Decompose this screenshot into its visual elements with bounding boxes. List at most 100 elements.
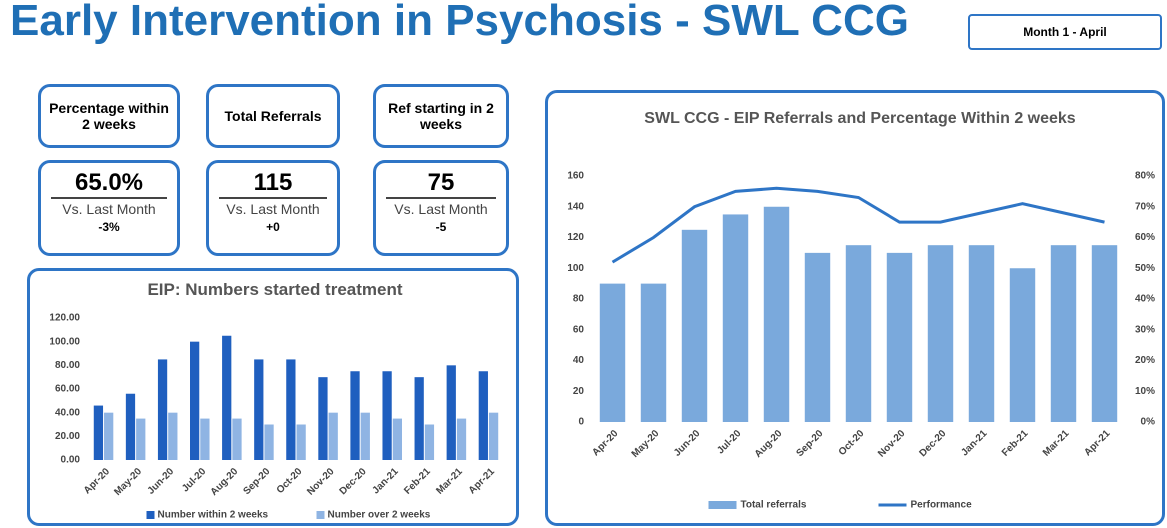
x-tick-label: Mar-21	[1041, 428, 1072, 459]
kpi-delta: -3%	[98, 220, 120, 234]
bar	[1050, 245, 1077, 422]
bar	[456, 418, 467, 460]
y-tick-label: 20%	[1135, 355, 1155, 366]
y-tick-label: 60%	[1135, 232, 1155, 243]
y-tick-label: 80%	[1135, 171, 1155, 182]
kpi-card: 115 Vs. Last Month +0	[206, 160, 340, 256]
y-tick-label: 0.00	[61, 455, 81, 466]
y-tick-label: 50%	[1135, 263, 1155, 274]
kpi-label: Percentage within 2 weeks	[38, 84, 180, 148]
x-tick-label: Apr-20	[82, 466, 112, 496]
kpi-value: 65.0%	[51, 169, 167, 199]
bar	[360, 412, 370, 460]
bar	[763, 206, 790, 422]
bar	[478, 371, 488, 460]
bar	[125, 393, 136, 460]
x-tick-label: Aug-20	[753, 428, 785, 460]
chart-panel	[27, 268, 519, 526]
bar	[254, 359, 264, 460]
period-selector[interactable]: Month 1 - April	[968, 14, 1162, 50]
y-tick-label: 80.00	[55, 360, 80, 371]
legend-label: Number over 2 weeks	[328, 510, 431, 521]
x-tick-label: Feb-21	[402, 466, 433, 497]
y-tick-label: 60.00	[55, 384, 80, 395]
kpi-compare: Vs. Last Month	[226, 201, 320, 217]
bar	[722, 214, 749, 422]
x-tick-label: Mar-21	[434, 466, 465, 497]
kpi-compare: Vs. Last Month	[394, 201, 488, 217]
chart-title: EIP: Numbers started treatment	[147, 280, 403, 299]
y-tick-label: 10%	[1135, 386, 1155, 397]
bar	[328, 412, 338, 460]
bar	[968, 245, 995, 422]
x-tick-label: Jan-21	[959, 428, 989, 458]
x-tick-label: Jul-20	[180, 466, 209, 495]
x-tick-label: Nov-20	[305, 466, 337, 498]
x-tick-label: May-20	[630, 428, 662, 460]
bar	[168, 412, 178, 460]
kpi-value: 75	[386, 169, 496, 199]
bar	[264, 424, 274, 460]
bar	[804, 252, 831, 422]
x-tick-label: Dec-20	[338, 466, 369, 497]
x-tick-label: May-20	[112, 466, 144, 498]
line	[611, 186, 1105, 264]
y-tick-label: 160	[567, 171, 584, 182]
bar	[382, 371, 392, 460]
bar	[414, 377, 424, 460]
bar	[286, 359, 296, 460]
x-tick-label: Apr-21	[467, 466, 497, 496]
kpi-value: 115	[219, 169, 327, 199]
bar	[599, 283, 626, 422]
bar	[104, 412, 114, 460]
bar	[424, 424, 435, 460]
x-tick-label: Jan-21	[371, 466, 401, 496]
bar	[640, 283, 667, 422]
bar	[488, 412, 499, 460]
x-tick-label: Sep-20	[795, 428, 826, 459]
legend-swatch	[146, 511, 155, 519]
x-tick-label: Aug-20	[209, 466, 241, 498]
legend-label: Total referrals	[741, 500, 807, 511]
x-tick-label: Oct-20	[837, 428, 867, 458]
page-title: Early Intervention in Psychosis - SWL CC…	[10, 0, 909, 45]
bar	[200, 418, 210, 460]
y-tick-label: 120.00	[49, 313, 80, 324]
bar	[157, 359, 168, 460]
x-tick-label: Nov-20	[876, 428, 908, 460]
bar	[681, 229, 708, 422]
x-tick-label: Sep-20	[241, 466, 272, 497]
x-tick-label: Feb-21	[1000, 428, 1031, 459]
bar	[190, 341, 200, 460]
y-tick-label: 20.00	[55, 431, 80, 442]
chart-title: SWL CCG - EIP Referrals and Percentage W…	[644, 110, 1076, 127]
y-tick-label: 40.00	[55, 407, 80, 418]
x-tick-label: Jun-20	[146, 466, 177, 497]
x-tick-label: Apr-21	[1082, 428, 1112, 458]
legend-label: Performance	[911, 500, 973, 511]
kpi-compare: Vs. Last Month	[62, 201, 156, 217]
y-tick-label: 70%	[1135, 201, 1155, 212]
y-tick-label: 40%	[1135, 294, 1155, 305]
y-tick-label: 0	[578, 417, 584, 428]
y-tick-label: 80	[573, 294, 585, 305]
y-tick-label: 140	[567, 201, 584, 212]
y-tick-label: 0%	[1141, 417, 1156, 428]
x-tick-label: Jul-20	[715, 428, 744, 457]
kpi-label: Ref starting in 2 weeks	[373, 84, 509, 148]
x-tick-label: Apr-20	[590, 428, 620, 458]
bar	[446, 365, 456, 460]
kpi-delta: -5	[435, 220, 447, 234]
legend-label: Number within 2 weeks	[158, 510, 269, 521]
x-tick-label: Oct-20	[275, 466, 305, 496]
bar	[318, 377, 328, 460]
y-tick-label: 60	[573, 324, 585, 335]
bar	[93, 405, 104, 460]
bar	[296, 424, 306, 460]
y-tick-label: 20	[573, 386, 585, 397]
bar	[232, 418, 242, 460]
kpi-card: 75 Vs. Last Month -5	[373, 160, 509, 256]
bar	[222, 335, 232, 460]
